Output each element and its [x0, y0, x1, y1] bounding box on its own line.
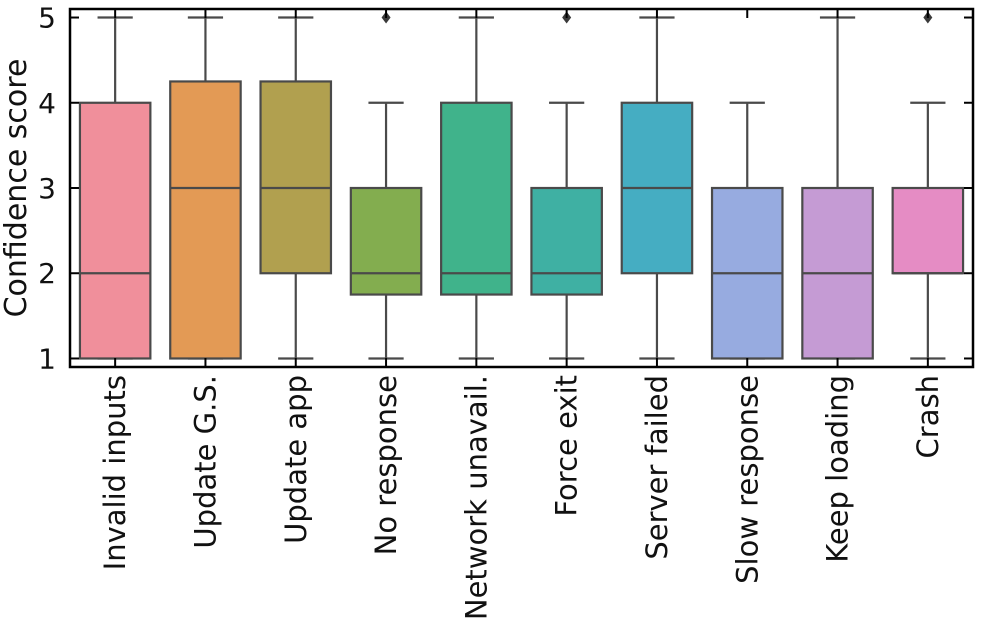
x-category-label: Server failed — [640, 375, 674, 560]
x-category-label: No response — [369, 375, 403, 555]
box-2 — [169, 16, 242, 360]
box-1 — [78, 16, 152, 360]
x-category-label: Update G.S. — [188, 375, 222, 549]
x-category-label: Network unavail. — [459, 375, 493, 620]
x-category-label: Crash — [911, 375, 945, 458]
box-body — [440, 101, 513, 296]
y-tick-label: 5 — [38, 2, 56, 35]
box-body — [78, 101, 152, 360]
y-tick-label: 4 — [38, 87, 56, 120]
box-body — [349, 186, 423, 296]
x-category-label: Force exit — [550, 375, 584, 517]
x-axis: Invalid inputs Update G.S. Update app No re… — [98, 9, 945, 620]
y-tick-label: 2 — [38, 257, 56, 290]
box-5 — [440, 16, 513, 360]
box-body — [891, 186, 965, 275]
box-6 — [530, 11, 603, 360]
y-tick-label: 1 — [38, 342, 56, 375]
y-axis: 1 2 3 4 5 — [38, 2, 973, 375]
x-category-label: Update app — [279, 375, 313, 544]
box-8 — [710, 101, 784, 360]
box-body — [169, 80, 242, 360]
box-10 — [891, 11, 965, 360]
y-tick-label: 3 — [38, 172, 56, 205]
x-category-label: Invalid inputs — [98, 375, 132, 570]
box-7 — [620, 16, 694, 360]
boxes-layer — [78, 11, 965, 360]
box-4 — [349, 11, 423, 360]
box-9 — [801, 16, 874, 360]
box-body — [259, 80, 333, 275]
x-category-label: Keep loading — [821, 375, 855, 563]
box-body — [530, 186, 603, 296]
y-axis-title: Confidence score — [0, 59, 34, 318]
box-3 — [259, 16, 333, 360]
x-category-label: Slow response — [730, 375, 764, 584]
